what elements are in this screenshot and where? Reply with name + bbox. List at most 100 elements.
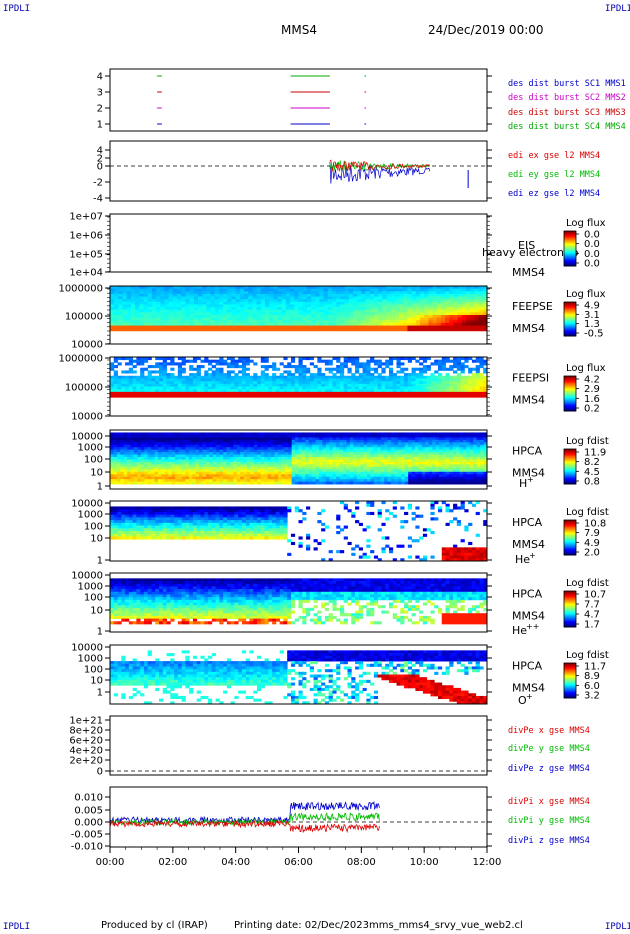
y-tick-label-edi: 4	[97, 146, 103, 157]
colorbar-title-hpca_hepp: Log fdist	[566, 578, 609, 589]
y-tick-label-eis: 1e+07	[69, 212, 103, 223]
y-tick-label-hpca_o: 10	[90, 676, 103, 687]
colorbar-tick-hpca_h: 0.8	[584, 477, 600, 488]
colorbar-tick-hpca_he: 7.9	[584, 528, 600, 539]
legend-entry-edi: edi ez gse l2 MMS4	[508, 189, 600, 199]
instrument-name-hpca_hepp: HPCA	[512, 588, 543, 601]
y-tick-label-feepsi: 10000	[71, 412, 103, 423]
legend-entry-edi: edi ex gse l2 MMS4	[508, 151, 600, 161]
y-tick-label-divpe: 1e+21	[69, 716, 103, 727]
spectrogram-hpca_h	[110, 432, 488, 485]
instrument-sc-hpca_o: MMS4	[512, 682, 545, 695]
y-tick-label-hpca_he: 1	[97, 556, 103, 567]
y-tick-label-feepse: 10000	[71, 340, 103, 351]
colorbar-tick-hpca_hepp: 4.7	[584, 610, 600, 621]
colorbar-hpca_h	[563, 448, 579, 485]
y-tick-label-divpe: 8e+20	[69, 726, 103, 737]
species-charge-hpca_o: +	[526, 692, 533, 701]
spectrogram-feepse	[110, 286, 488, 332]
colorbar-hpca_hepp	[563, 590, 579, 628]
y-tick-label-feepsi: 100000	[65, 383, 103, 394]
panel-frame-burst	[109, 68, 488, 132]
y-tick-label-edi: 0	[97, 162, 103, 173]
colorbar-tick-hpca_hepp: 1.7	[584, 620, 600, 631]
y-tick-label-divpi: 0.005	[74, 806, 103, 817]
y-tick-label-hpca_hepp: 100	[84, 593, 103, 604]
colorbar-tick-feepsi: 2.9	[584, 384, 600, 395]
instrument-name-hpca_he: HPCA	[512, 516, 543, 529]
x-tick-label: 08:00	[347, 857, 376, 868]
species-label-hpca_hepp: He	[512, 624, 527, 637]
y-tick-label-hpca_h: 1	[97, 482, 103, 493]
y-tick-label-divpe: 2e+20	[69, 756, 103, 767]
y-tick-label-burst: 2	[97, 104, 103, 115]
x-tick-label: 12:00	[473, 857, 502, 868]
colorbar-feepsi	[563, 375, 579, 412]
colorbar-tick-hpca_o: 6.0	[584, 681, 600, 692]
panel-frame-feepsi	[109, 356, 488, 417]
colorbar-tick-eis: 0.0	[584, 239, 600, 250]
species-charge-hpca_hepp: ++	[526, 622, 539, 631]
corner-label-tr: IPDLI	[605, 4, 630, 14]
spacecraft-title: MMS4	[281, 23, 317, 37]
spectrogram-feepsi	[110, 357, 488, 398]
footer-producer: Produced by cl (IRAP)	[101, 920, 208, 931]
y-tick-label-burst: 1	[97, 120, 103, 131]
colorbar-tick-hpca_h: 8.2	[584, 457, 600, 468]
colorbar-tick-feepsi: 0.2	[584, 404, 600, 415]
y-tick-label-divpi: 0.010	[74, 793, 103, 804]
y-tick-label-divpe: 6e+20	[69, 736, 103, 747]
panel-frame-hpca_h	[109, 429, 488, 490]
overlap-label-eis: heavy electron to	[482, 246, 579, 259]
instrument-sc-feepse: MMS4	[512, 322, 545, 335]
legend-entry-edi: edi ey gse l2 MMS4	[508, 170, 600, 180]
y-tick-label-hpca_h: 1000	[78, 443, 103, 454]
spectrogram-hpca_o	[110, 650, 488, 705]
y-tick-label-hpca_he: 10000	[71, 499, 103, 510]
y-tick-label-hpca_he: 1000	[78, 510, 103, 521]
date-title: 24/Dec/2019 00:00	[428, 23, 544, 37]
legend-entry-burst: des dist burst SC4 MMS4	[508, 122, 626, 132]
colorbar-hpca_o	[563, 662, 579, 699]
colorbar-tick-hpca_he: 2.0	[584, 548, 600, 559]
legend-entry-divpi: divPi z gse MMS4	[508, 836, 590, 846]
colorbar-tick-hpca_h: 11.9	[584, 448, 606, 459]
y-tick-label-edi: 2	[97, 154, 103, 165]
panel-frame-eis	[109, 213, 488, 273]
colorbar-tick-eis: 0.0	[584, 259, 600, 270]
y-tick-label-hpca_h: 10	[90, 468, 103, 479]
y-tick-label-divpi: -0.005	[71, 830, 103, 841]
colorbar-tick-eis: 0.0	[584, 230, 600, 241]
panel-frame-divpi	[109, 786, 488, 848]
spectrogram-hpca_hepp	[110, 578, 488, 625]
colorbar-title-eis: Log flux	[566, 218, 606, 229]
y-tick-label-hpca_he: 10	[90, 534, 103, 545]
legend-entry-burst: des dist burst SC2 MMS2	[508, 93, 626, 103]
colorbar-tick-hpca_hepp: 10.7	[584, 590, 606, 601]
minor-ticks	[107, 216, 490, 272]
instrument-sc-eis: MMS4	[512, 266, 545, 279]
legend-entry-divpe: divPe x gse MMS4	[508, 726, 590, 736]
instrument-name-eis: EIS	[518, 239, 535, 252]
legend-entry-burst: des dist burst SC1 MMS1	[508, 79, 626, 89]
y-tick-label-feepse: 1000000	[58, 284, 103, 295]
y-tick-label-divpi: -0.010	[71, 842, 103, 853]
panel-frame-hpca_he	[109, 500, 488, 562]
y-tick-label-hpca_hepp: 1000	[78, 582, 103, 593]
colorbar-feepse	[563, 301, 579, 337]
y-tick-label-hpca_hepp: 1	[97, 627, 103, 638]
y-tick-label-edi: -4	[93, 194, 103, 205]
y-tick-label-feepsi: 1000000	[58, 354, 103, 365]
y-tick-label-divpe: 0	[97, 767, 103, 778]
y-tick-label-feepse: 100000	[65, 312, 103, 323]
legend-entry-divpi: divPi y gse MMS4	[508, 816, 590, 826]
instrument-sc-hpca_he: MMS4	[512, 538, 545, 551]
colorbar-title-feepse: Log flux	[566, 289, 606, 300]
y-tick-label-hpca_o: 100	[84, 665, 103, 676]
species-label-hpca_h: H	[519, 477, 527, 490]
y-tick-label-eis: 1e+05	[69, 250, 103, 261]
colorbar-hpca_he	[563, 519, 579, 556]
colorbar-title-hpca_h: Log fdist	[566, 436, 609, 447]
y-tick-label-hpca_o: 1	[97, 688, 103, 699]
